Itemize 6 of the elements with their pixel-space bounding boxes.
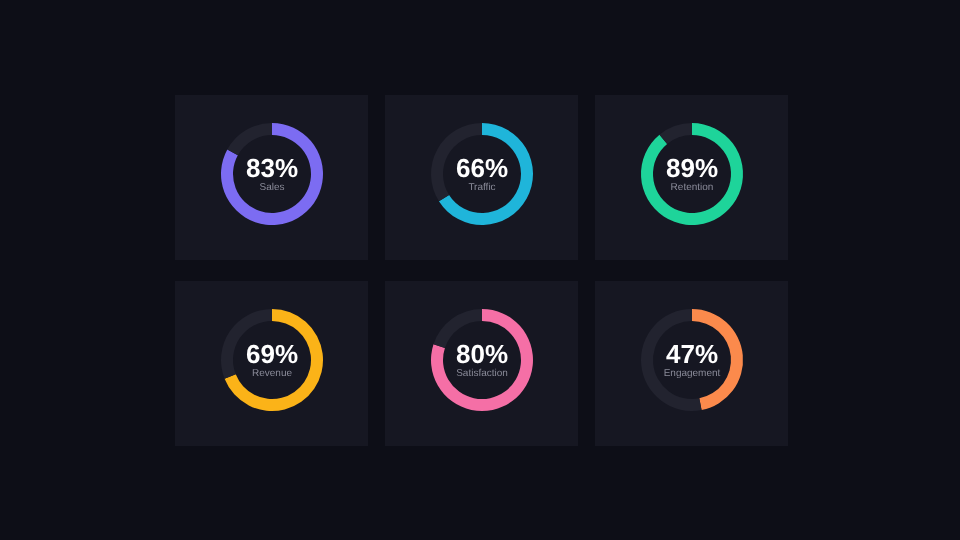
data-label: 47%	[665, 339, 719, 369]
data-label: 83%	[245, 153, 299, 183]
data-label: 89%	[665, 153, 719, 183]
data-label: 66%	[455, 153, 509, 183]
data-label: 80%	[455, 339, 509, 369]
data-label: 69%	[245, 339, 299, 369]
